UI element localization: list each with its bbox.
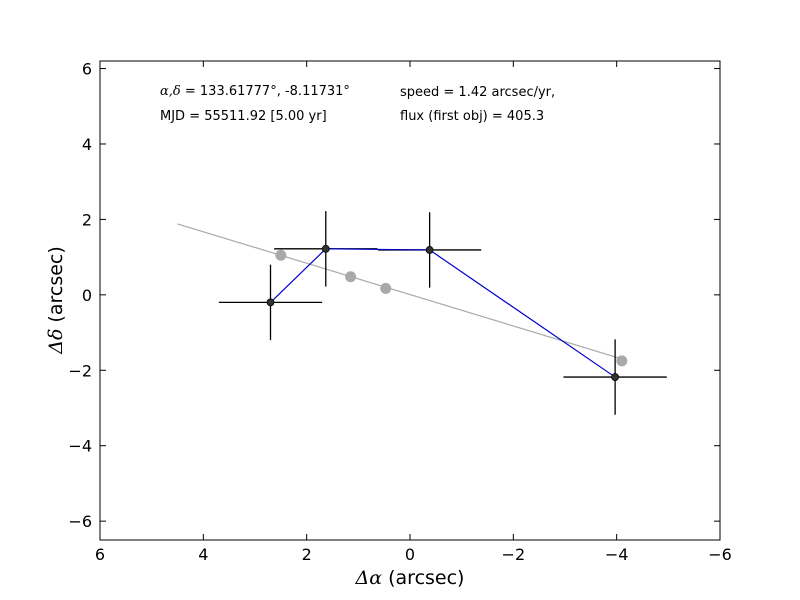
x-tick-label: −4 — [605, 545, 629, 564]
plot-frame — [99, 60, 721, 541]
x-tick-label: 2 — [302, 545, 312, 564]
annotation-coords: α,δ = 133.61777°, -8.11731° — [160, 84, 350, 99]
observation-point — [611, 373, 620, 381]
annotation-speed: speed = 1.42 arcsec/yr, — [400, 85, 555, 100]
observation-track-line — [270, 248, 616, 378]
y-tick-label: 0 — [82, 286, 92, 305]
y-tick-label: 6 — [82, 60, 92, 79]
observation-point — [266, 298, 275, 307]
observation-points-group — [266, 244, 620, 381]
annotation-mjd: MJD = 55511.92 [5.00 yr] — [160, 109, 327, 124]
x-axis-label: Δα (arcsec) — [355, 567, 465, 589]
observation-point — [425, 246, 434, 254]
observation-point — [321, 244, 330, 253]
fit-line-group — [177, 223, 623, 360]
x-tick-label: −6 — [708, 545, 732, 564]
observation-track-group — [270, 248, 616, 378]
y-axis-label-symbol: Δδ — [45, 329, 67, 355]
predicted-point — [345, 271, 357, 283]
annotation-flux: flux (first obj) = 405.3 — [400, 109, 544, 124]
y-axis-label-unit: (arcsec) — [45, 246, 67, 328]
y-tick-label: 2 — [82, 210, 92, 229]
predicted-points-group — [275, 249, 628, 367]
y-axis-label: Δδ (arcsec) — [45, 246, 67, 355]
y-tick-label: −2 — [68, 361, 92, 380]
annotation-coords-symbol: α,δ — [160, 84, 181, 99]
predicted-point — [616, 355, 628, 367]
y-tick-label: −4 — [68, 437, 92, 456]
plot-area — [100, 61, 720, 540]
y-tick-label: 4 — [82, 135, 92, 154]
x-tick-label: 0 — [405, 545, 415, 564]
y-tick-label: −6 — [68, 512, 92, 531]
predicted-point — [275, 249, 287, 261]
predicted-point — [380, 282, 392, 294]
x-axis-label-symbol: Δα — [355, 567, 383, 589]
x-tick-label: 6 — [95, 545, 105, 564]
x-tick-label: −2 — [502, 545, 526, 564]
annotation-coords-value: = 133.61777°, -8.11731° — [181, 84, 350, 99]
fit-line — [177, 223, 623, 360]
x-tick-label: 4 — [198, 545, 208, 564]
x-axis-label-unit: (arcsec) — [382, 567, 464, 589]
